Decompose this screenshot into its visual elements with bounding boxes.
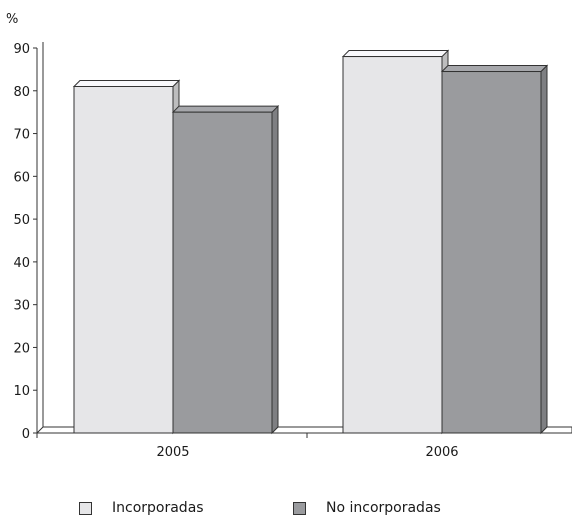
y-tick-label: 40 — [13, 256, 30, 271]
y-tick-label: 90 — [13, 42, 30, 57]
bar-incorporadas-2005 — [72, 79, 181, 435]
bar-side-face — [540, 64, 548, 435]
y-tick-label: 70 — [13, 128, 30, 143]
legend-swatch-no-incorporadas — [293, 501, 306, 515]
bars — [72, 49, 549, 435]
legend: Incorporadas No incorporadas — [0, 500, 572, 519]
bar-incorporadas-2006 — [341, 49, 450, 435]
bar-front-face — [342, 56, 443, 434]
y-tick-label: 80 — [13, 85, 30, 100]
labels: 0 10 20 30 40 50 60 70 80 90% 2005 2006 — [6, 12, 459, 460]
bar-front-face — [73, 86, 174, 434]
legend-label-no-incorporadas: No incorporadas — [326, 500, 441, 516]
bar-no-incorporadas-2005 — [171, 104, 280, 435]
bar-chart: 0 10 20 30 40 50 60 70 80 90% 2005 2006 — [6, 12, 572, 460]
bar-front-face — [441, 71, 542, 434]
bar-side-face — [271, 104, 279, 435]
bar-front-face — [172, 111, 273, 434]
y-axis-unit: % — [6, 12, 18, 27]
y-tick-label: 20 — [13, 341, 30, 356]
legend-swatch-incorporadas — [79, 501, 92, 515]
bar-top-face — [171, 105, 280, 113]
bar-top-face — [440, 65, 549, 73]
bar-no-incorporadas-2006 — [440, 64, 549, 435]
y-tick-label: 0 — [22, 427, 30, 442]
x-category-label: 2005 — [156, 445, 189, 460]
legend-item-incorporadas: Incorporadas — [79, 500, 204, 516]
y-tick-label: 30 — [13, 299, 30, 314]
legend-item-no-incorporadas: No incorporadas — [293, 500, 441, 516]
y-tick-label: 10 — [13, 384, 30, 399]
y-tick-label: 50 — [13, 213, 30, 228]
x-category-label: 2006 — [425, 445, 458, 460]
legend-label-incorporadas: Incorporadas — [112, 500, 204, 516]
bar-top-face — [72, 80, 181, 87]
bar-top-face — [341, 50, 450, 58]
y-tick-label: 60 — [13, 170, 30, 185]
